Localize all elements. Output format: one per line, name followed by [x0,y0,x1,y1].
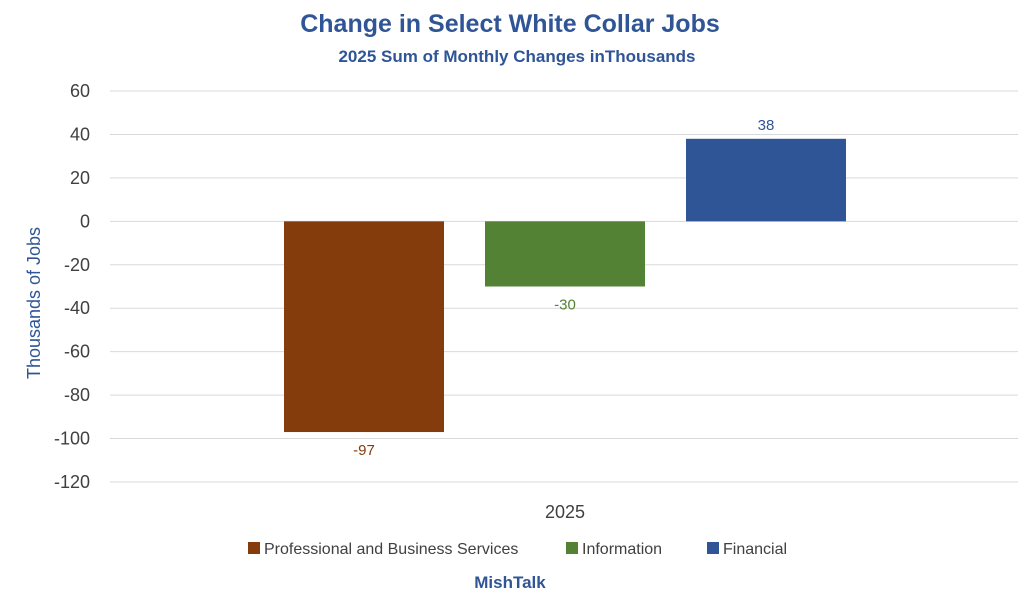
legend-label: Financial [723,541,787,558]
y-axis-label: Thousands of Jobs [24,227,44,379]
data-label: -30 [554,297,576,314]
legend: Professional and Business Services Inform… [248,541,787,558]
y-tick-label: 20 [70,168,90,188]
y-tick-label: -120 [54,472,90,492]
y-axis-ticks: 60 40 20 0 -20 -40 -60 -80 -100 -120 [54,81,90,492]
legend-label: Information [582,541,662,558]
bar-financial [686,138,846,222]
chart-subtitle: 2025 Sum of Monthly Changes inThousands [338,47,695,66]
data-label: 38 [758,117,775,134]
legend-swatch [248,542,260,554]
bar-professional-and-business-services [284,221,444,433]
data-label: -97 [353,442,375,459]
y-tick-label: 40 [70,124,90,144]
y-tick-label: -100 [54,429,90,449]
chart-title: Change in Select White Collar Jobs [300,10,720,38]
y-tick-label: -80 [64,385,90,405]
legend-label: Professional and Business Services [264,541,518,558]
y-tick-label: -60 [64,342,90,362]
bar-information [485,221,645,287]
y-tick-label: 0 [80,211,90,231]
legend-swatch [707,542,719,554]
footer-brand: MishTalk [474,573,546,592]
bars [284,138,846,433]
y-tick-label: -20 [64,255,90,275]
data-labels: -97 -30 38 [353,117,774,459]
legend-swatch [566,542,578,554]
x-category-label: 2025 [545,502,585,522]
y-tick-label: -40 [64,298,90,318]
y-tick-label: 60 [70,81,90,101]
